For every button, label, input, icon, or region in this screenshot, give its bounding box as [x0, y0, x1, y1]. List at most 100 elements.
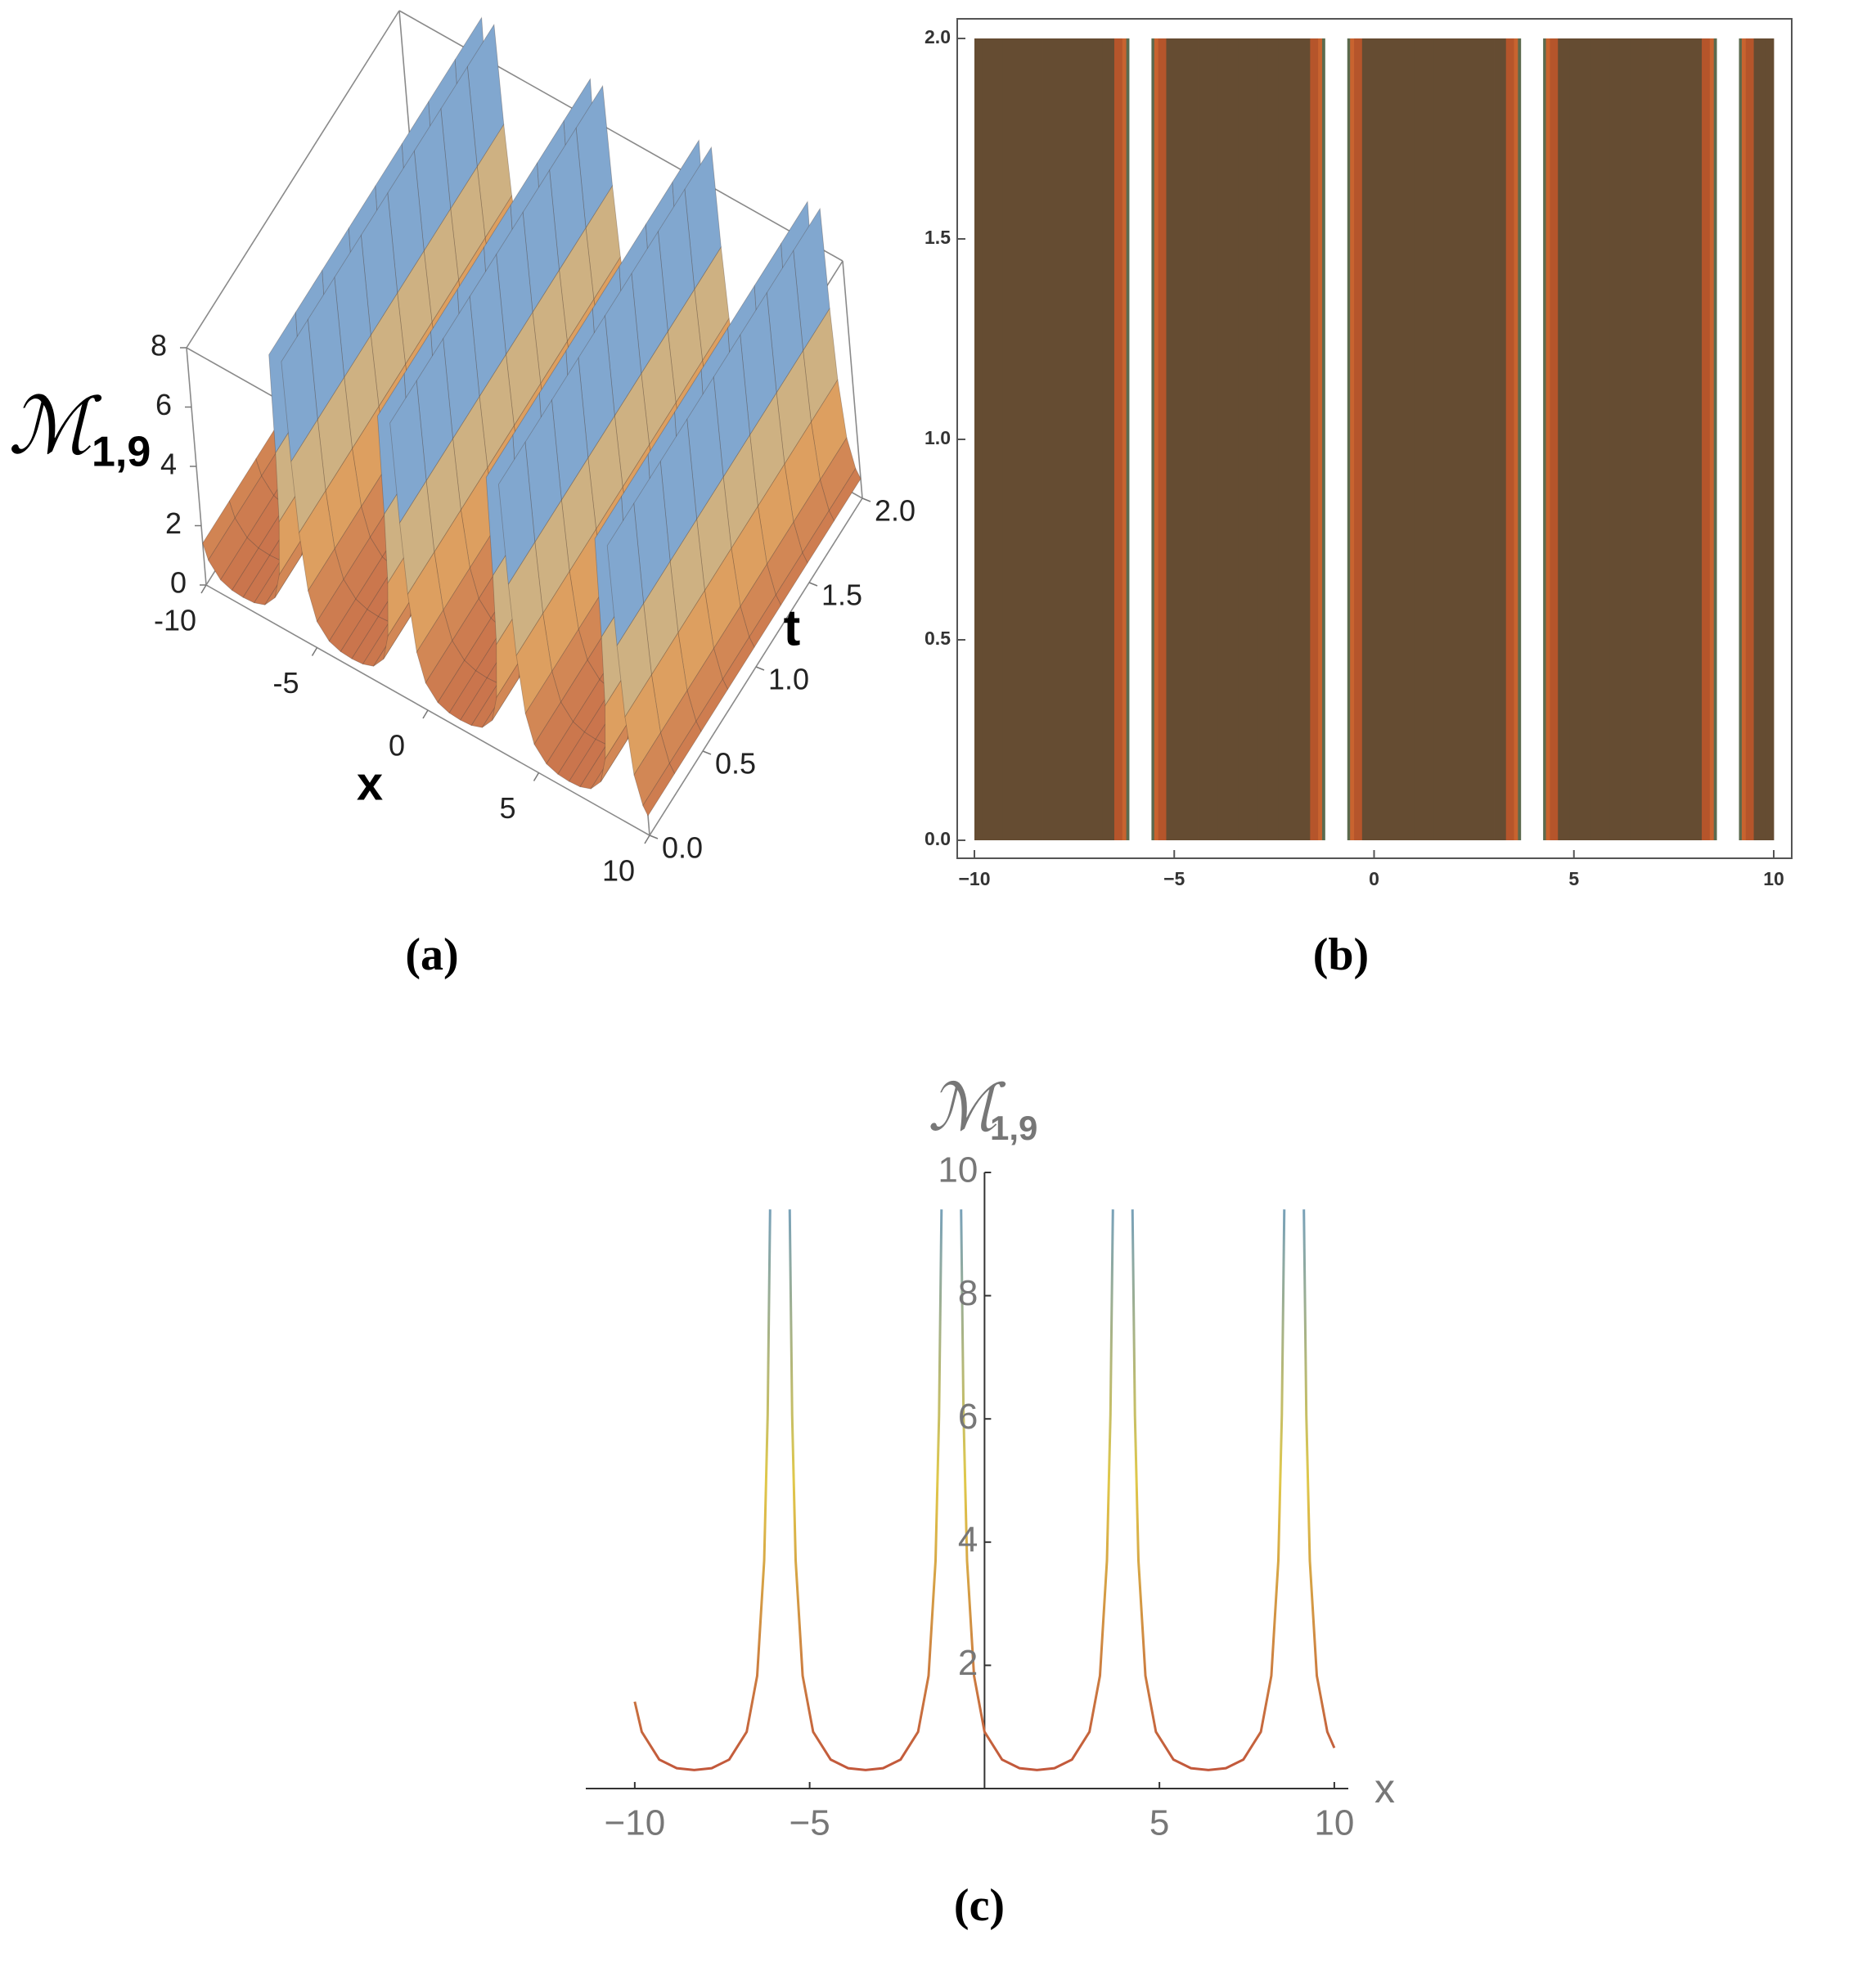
density-strip	[1741, 38, 1747, 840]
density-strip	[1198, 38, 1219, 840]
density-strip	[1454, 38, 1475, 840]
t-tick	[649, 835, 659, 839]
x-tick-label: 10	[602, 854, 635, 888]
x-tick	[200, 584, 207, 594]
density-strip	[1709, 38, 1715, 840]
z-tick-label: 4	[160, 448, 177, 481]
surface-patch	[802, 510, 835, 564]
t-tick	[862, 497, 871, 502]
density-strip	[1518, 38, 1522, 840]
t-axis-label: t	[784, 600, 801, 656]
x-tick-label: 10	[1314, 1803, 1354, 1843]
density-strip	[1713, 38, 1717, 840]
density-strip	[1178, 38, 1199, 840]
y-tick-label: 8	[958, 1273, 978, 1313]
y-tick-label: 6	[958, 1397, 978, 1437]
density-strip	[1347, 38, 1351, 840]
density-strip	[1702, 38, 1711, 840]
t-tick	[702, 750, 712, 755]
density-strip	[974, 38, 983, 840]
density-strip	[1689, 38, 1703, 840]
x-tick-label: −10	[605, 1803, 666, 1843]
t-tick-label: 1.5	[821, 578, 862, 612]
x-tick-label: 5	[1568, 868, 1579, 889]
x-tick-label: −5	[1163, 868, 1185, 889]
density-strip	[1543, 38, 1546, 840]
t-tick-label: 1.0	[768, 663, 809, 696]
density-strip	[1102, 38, 1115, 840]
panel-label: (b)	[1313, 929, 1369, 980]
density-strip	[1158, 38, 1167, 840]
density-strip	[1151, 38, 1155, 840]
density-strip	[1414, 38, 1435, 840]
x-tick-label: -10	[154, 604, 196, 637]
x-tick-label: 0	[389, 729, 405, 763]
y-axis-label-sub: 1,9	[990, 1109, 1037, 1147]
x-axis-label: x	[1374, 1766, 1395, 1811]
density-strip	[1278, 38, 1299, 840]
x-tick	[311, 647, 318, 656]
y-tick-label: 2	[958, 1643, 978, 1683]
density-strip	[1590, 38, 1611, 840]
t-tick-label: 0.0	[662, 831, 703, 865]
x-tick	[644, 835, 650, 844]
panel-label: (c)	[954, 1880, 1005, 1931]
density-strip	[1558, 38, 1571, 840]
box-edge	[186, 10, 400, 349]
density-strip	[1669, 38, 1690, 840]
density-strip	[1298, 38, 1311, 840]
density-strip	[1122, 38, 1127, 840]
x-tick-label: 5	[499, 791, 515, 825]
y-tick-label: 10	[938, 1150, 978, 1190]
density-strip	[1514, 38, 1518, 840]
density-strip	[1126, 38, 1130, 840]
density-strip	[1753, 38, 1766, 840]
density-strip	[1545, 38, 1550, 840]
density-strip	[1042, 38, 1063, 840]
surface-patch	[749, 594, 781, 648]
curve	[633, 1209, 1336, 1771]
x-tick	[422, 709, 429, 719]
z-tick-label: 2	[165, 506, 182, 540]
density-strip	[1433, 38, 1455, 840]
x-tick-label: 10	[1763, 868, 1784, 889]
z-axis-label: ℳ	[8, 382, 102, 470]
density-strip	[1310, 38, 1319, 840]
density-strip	[1569, 38, 1590, 840]
density-strip	[1766, 38, 1775, 840]
y-tick-label: 0.5	[925, 628, 951, 649]
density-strip	[1393, 38, 1415, 840]
surface-patch	[775, 551, 808, 606]
density-strip	[1082, 38, 1103, 840]
density-strip	[1321, 38, 1325, 840]
density-strip	[1745, 38, 1754, 840]
z-axis-label-sub: 1,9	[92, 429, 151, 476]
y-tick-label: 1.5	[925, 227, 951, 248]
surface-patch	[642, 763, 675, 817]
density-strip	[1318, 38, 1323, 840]
density-strip	[1022, 38, 1043, 840]
x-axis-label: x	[357, 757, 383, 810]
t-tick-label: 0.5	[715, 747, 756, 781]
density-strip	[1505, 38, 1514, 840]
x-tick	[533, 772, 540, 781]
x-tick-label: -5	[272, 666, 299, 700]
surface-patch	[668, 720, 702, 775]
z-tick-label: 0	[170, 566, 187, 600]
x-tick-label: 5	[1149, 1803, 1169, 1843]
y-tick-label: 4	[958, 1519, 978, 1559]
x-tick-label: −10	[958, 868, 990, 889]
density-strip	[1257, 38, 1279, 840]
density-strip	[1238, 38, 1259, 840]
density-strip	[1166, 38, 1179, 840]
density-strip	[1154, 38, 1159, 840]
z-tick-label: 6	[155, 388, 172, 421]
density-strip	[1739, 38, 1743, 840]
density-strip	[1361, 38, 1374, 840]
surface-patch	[828, 467, 862, 522]
density-strip	[1113, 38, 1123, 840]
density-strip	[1350, 38, 1355, 840]
y-tick-label: 1.0	[925, 427, 951, 448]
